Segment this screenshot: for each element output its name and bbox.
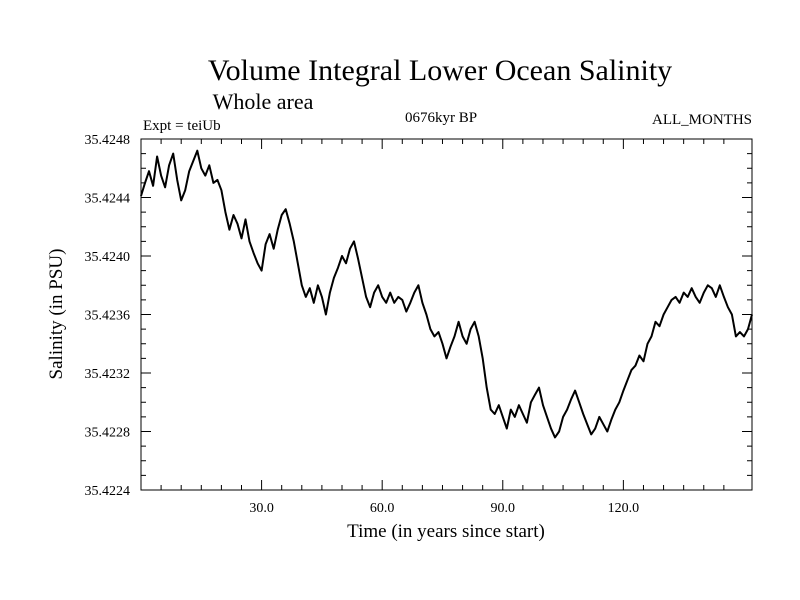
y-tick-label: 35.4224 [85, 484, 131, 499]
months-label: ALL_MONTHS [652, 112, 752, 128]
y-tick-label: 35.4248 [85, 133, 131, 148]
y-tick-label: 35.4232 [85, 367, 131, 382]
x-tick-label: 120.0 [608, 501, 640, 516]
x-tick-label: 30.0 [249, 501, 274, 516]
axis-ticks [141, 138, 752, 491]
y-tick-label: 35.4240 [85, 250, 131, 265]
plot-frame [140, 138, 753, 491]
chart-title: Volume Integral Lower Ocean Salinity [208, 54, 672, 87]
x-tick-label: 90.0 [491, 501, 516, 516]
y-tick-label: 35.4244 [85, 192, 131, 207]
period-label: 0676kyr BP [405, 110, 477, 126]
axis-tick-labels: 30.0 60.0 90.0 120.0 35.4224 35.4228 35.4232 35… [85, 133, 640, 516]
chart-subtitle: Whole area [213, 89, 314, 114]
salinity-series-line [140, 149, 753, 439]
y-tick-label: 35.4228 [85, 426, 131, 441]
y-axis-label: Salinity (in PSU) [46, 249, 67, 380]
x-axis-label: Time (in years since start) [347, 521, 545, 542]
experiment-label: Expt = teiUb [143, 118, 221, 134]
y-tick-label: 35.4236 [85, 309, 131, 324]
x-tick-label: 60.0 [370, 501, 395, 516]
